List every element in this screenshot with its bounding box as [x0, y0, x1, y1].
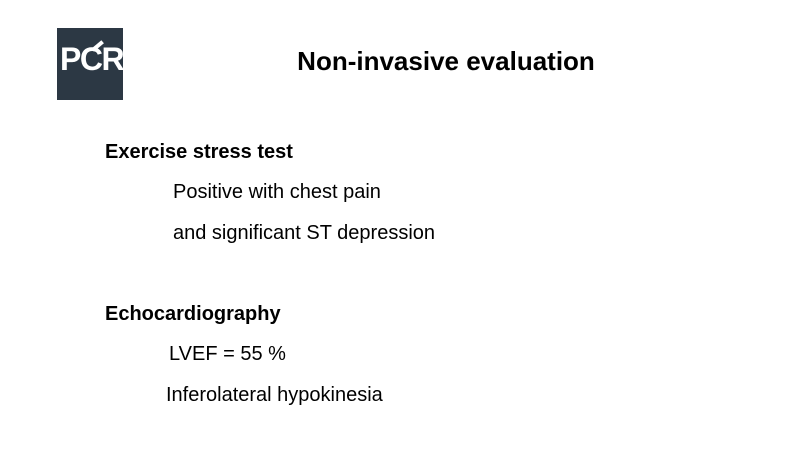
section-heading-exercise-stress-test: Exercise stress test [105, 141, 293, 163]
section-heading-echocardiography: Echocardiography [105, 303, 281, 325]
pcr-logo: PCR [57, 28, 125, 100]
slide-title: Non-invasive evaluation [297, 46, 595, 76]
echocardiography-result-line-2: Inferolateral hypokinesia [166, 384, 383, 406]
exercise-stress-test-result-line-2: and significant ST depression [173, 222, 436, 244]
exercise-stress-test-result-line-1: Positive with chest pain [173, 181, 381, 203]
echocardiography-result-line-1: LVEF = 55 % [169, 343, 286, 365]
